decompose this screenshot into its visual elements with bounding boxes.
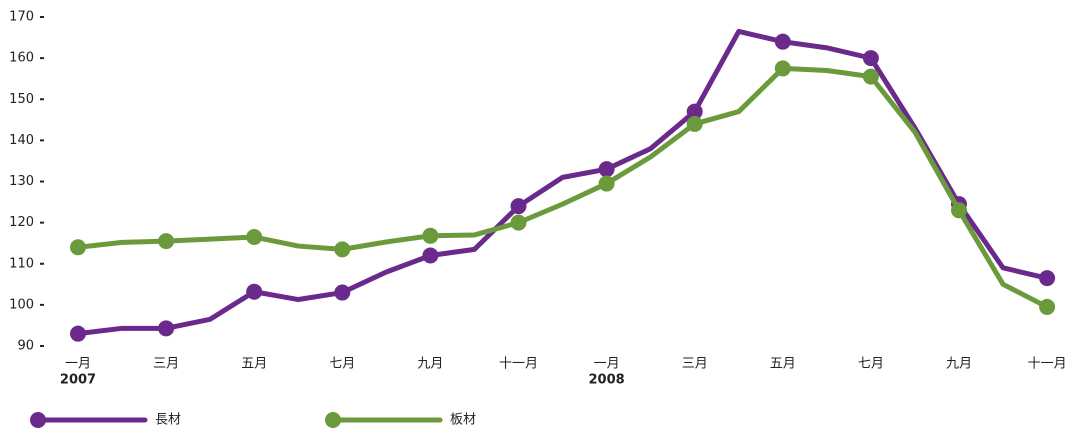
point-marker (70, 325, 86, 342)
legend-label: 板材 (450, 413, 476, 428)
legend-marker (30, 412, 46, 428)
point-marker (70, 239, 86, 256)
point-marker (598, 161, 615, 178)
legend-marker (325, 412, 341, 428)
point-marker (1039, 298, 1056, 315)
point-marker (158, 233, 175, 250)
x-tick-label: 一月 (594, 357, 620, 372)
y-tick-label: 100 (9, 297, 34, 312)
y-tick-label: 160 (9, 51, 34, 66)
point-marker (510, 214, 527, 231)
point-marker (1039, 270, 1056, 287)
x-tick-label: 十一月 (1028, 357, 1067, 372)
x-tick-label: 七月 (858, 357, 884, 372)
x-year-label: 2007 (60, 373, 96, 388)
y-tick-label: 150 (9, 92, 34, 107)
y-tick-label: 170 (9, 10, 34, 25)
y-tick-label: 110 (9, 256, 34, 271)
x-tick-label: 九月 (946, 357, 972, 372)
point-marker (686, 115, 703, 132)
x-tick-label: 五月 (241, 357, 267, 372)
point-marker (774, 60, 791, 77)
point-marker (422, 227, 439, 244)
point-marker (422, 247, 439, 264)
y-tick-label: 120 (9, 215, 34, 230)
point-marker (158, 320, 175, 337)
y-tick-label: 130 (9, 174, 34, 189)
y-tick-label: 140 (9, 133, 34, 148)
x-tick-label: 九月 (417, 357, 443, 372)
x-year-label: 2008 (589, 373, 625, 388)
series-line (77, 65, 1049, 310)
x-tick-label: 三月 (153, 357, 179, 372)
point-marker (334, 241, 351, 258)
point-marker (774, 33, 791, 50)
point-marker (862, 68, 879, 85)
point-marker (686, 103, 703, 120)
point-marker (334, 284, 351, 301)
x-tick-label: 三月 (682, 357, 708, 372)
point-marker (246, 229, 263, 246)
x-tick-label: 五月 (770, 357, 796, 372)
x-tick-label: 十一月 (499, 357, 538, 372)
y-tick-label: 90 (17, 339, 34, 354)
x-tick-label: 一月 (65, 357, 91, 372)
legend-label: 長材 (155, 413, 181, 428)
point-marker (862, 50, 879, 67)
x-tick-label: 七月 (329, 357, 355, 372)
point-marker (598, 175, 615, 192)
point-marker (951, 202, 967, 219)
series-line (77, 28, 1048, 337)
point-marker (246, 283, 263, 300)
point-marker (510, 198, 527, 215)
